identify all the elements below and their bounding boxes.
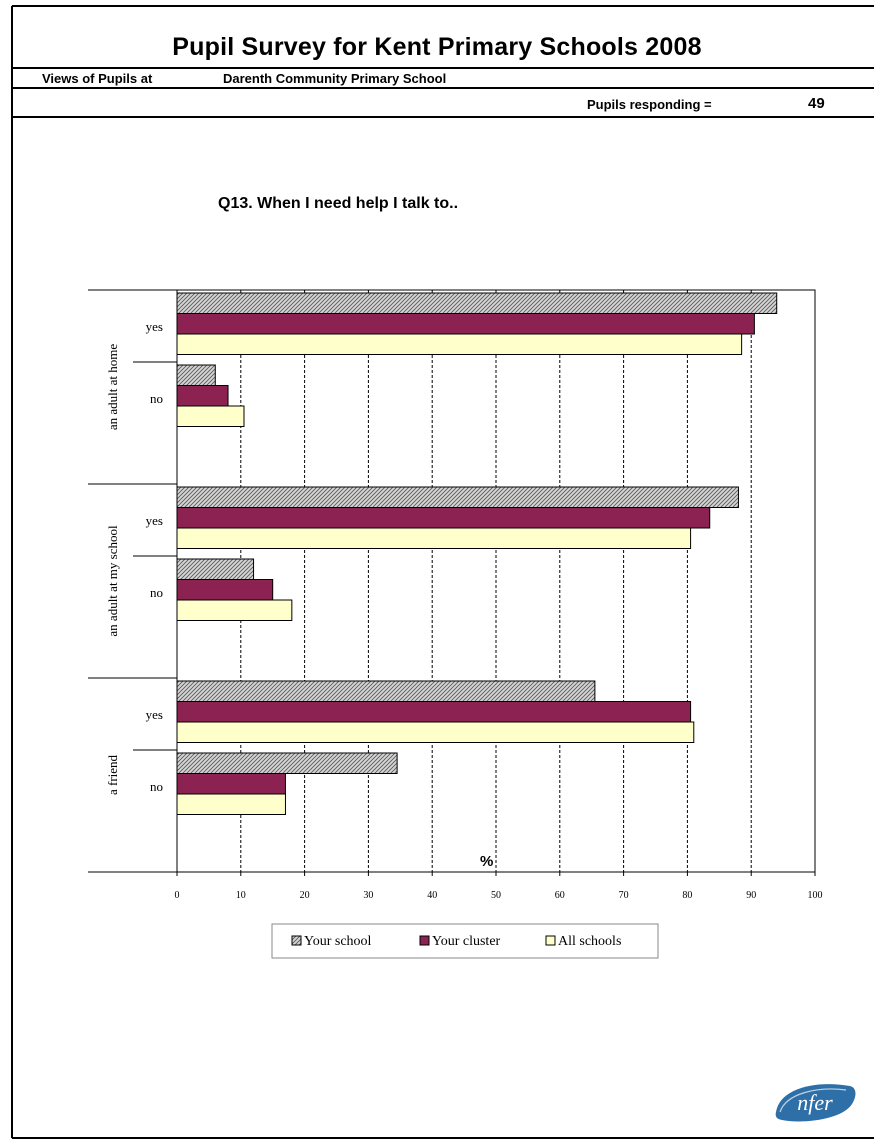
- x-tick-label: 20: [300, 890, 310, 901]
- item-label: yes: [146, 513, 163, 528]
- group-label: an adult at home: [105, 344, 120, 431]
- bar-your-school: [176, 680, 596, 702]
- bar-your-cluster: [176, 507, 711, 529]
- legend-swatch: [545, 935, 556, 946]
- bar-your-school: [176, 752, 398, 774]
- item-label: no: [150, 391, 163, 406]
- group-label: an adult at my school: [105, 525, 120, 637]
- item-label: yes: [146, 319, 163, 334]
- bar-all-schools: [176, 599, 293, 621]
- item-label: no: [150, 779, 163, 794]
- legend: Your school Your cluster All schools: [271, 923, 659, 959]
- x-tick-label: 90: [746, 890, 756, 901]
- group-label: a friend: [105, 754, 120, 795]
- pupils-responding-label: Pupils responding =: [587, 97, 712, 112]
- legend-label: Your school: [304, 934, 372, 949]
- pupils-responding-value: 49: [808, 95, 825, 112]
- bar-your-cluster: [176, 385, 229, 407]
- item-label: no: [150, 585, 163, 600]
- legend-box: [271, 923, 659, 959]
- x-tick-label: 0: [175, 890, 180, 901]
- legend-label: All schools: [558, 934, 621, 949]
- legend-swatch: [291, 935, 302, 946]
- bar-all-schools: [176, 793, 286, 815]
- item-label: yes: [146, 707, 163, 722]
- nfer-logo-text: nfer: [797, 1090, 833, 1115]
- nfer-logo-shape: [775, 1084, 856, 1122]
- x-tick-label: 10: [236, 890, 246, 901]
- legend-swatch: [419, 935, 430, 946]
- bar-your-school: [176, 292, 778, 314]
- x-tick-label: 70: [619, 890, 629, 901]
- bar-your-cluster: [176, 773, 286, 795]
- nfer-logo: nfer: [775, 1084, 856, 1122]
- bar-all-schools: [176, 405, 245, 427]
- x-tick-label: 60: [555, 890, 565, 901]
- school-name: Darenth Community Primary School: [223, 71, 447, 86]
- legend-label: Your cluster: [432, 934, 501, 949]
- bar-your-school: [176, 364, 216, 386]
- x-tick-label: 40: [427, 890, 437, 901]
- page-title: Pupil Survey for Kent Primary Schools 20…: [172, 33, 702, 61]
- bar-your-school: [176, 486, 739, 508]
- x-axis-label: %: [480, 853, 493, 870]
- x-tick-label: 50: [491, 890, 501, 901]
- bar-all-schools: [176, 527, 692, 549]
- chart-title: Q13. When I need help I talk to..: [218, 195, 458, 212]
- bar-your-cluster: [176, 701, 692, 723]
- x-tick-label: 100: [808, 890, 823, 901]
- x-tick-label: 80: [682, 890, 692, 901]
- bar-all-schools: [176, 721, 695, 743]
- views-label: Views of Pupils at: [42, 71, 153, 86]
- x-tick-label: 30: [363, 890, 373, 901]
- bar-your-cluster: [176, 313, 755, 335]
- bar-your-school: [176, 558, 255, 580]
- bar-all-schools: [176, 333, 743, 355]
- bar-your-cluster: [176, 579, 274, 601]
